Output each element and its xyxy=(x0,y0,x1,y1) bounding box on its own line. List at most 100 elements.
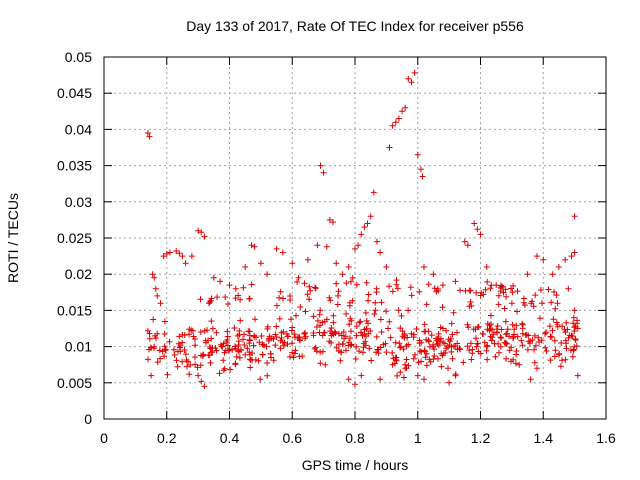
data-point xyxy=(343,347,349,354)
data-point xyxy=(208,335,215,342)
data-point xyxy=(199,353,206,359)
data-point xyxy=(209,325,216,332)
data-point xyxy=(474,226,481,233)
data-point xyxy=(503,293,510,300)
data-point xyxy=(264,372,271,379)
data-point xyxy=(418,339,425,346)
data-point xyxy=(461,238,468,245)
data-point xyxy=(222,294,229,301)
data-point xyxy=(208,349,215,356)
data-point xyxy=(554,321,561,328)
data-point xyxy=(148,372,155,379)
data-point xyxy=(532,342,539,349)
data-point xyxy=(295,274,302,281)
data-point xyxy=(352,381,358,388)
data-point xyxy=(321,329,327,336)
y-tick-label: 0.02 xyxy=(65,266,92,282)
data-point xyxy=(347,335,353,342)
data-point xyxy=(518,337,525,344)
data-point xyxy=(277,345,284,352)
data-point xyxy=(272,342,279,349)
data-point xyxy=(214,294,221,301)
x-tick-label: 0 xyxy=(100,430,108,446)
data-point xyxy=(240,336,246,343)
data-point xyxy=(421,347,428,354)
data-point xyxy=(145,356,151,363)
data-point xyxy=(479,330,486,337)
data-point xyxy=(234,332,241,339)
data-point xyxy=(521,302,528,309)
data-point xyxy=(151,274,158,281)
data-point xyxy=(311,345,318,352)
data-point xyxy=(207,359,214,366)
data-point xyxy=(363,279,370,286)
data-point xyxy=(231,325,238,331)
data-point xyxy=(326,338,333,345)
data-point xyxy=(326,216,333,223)
data-point xyxy=(340,329,347,335)
data-point xyxy=(310,313,317,320)
data-point xyxy=(146,330,153,337)
data-point xyxy=(251,243,258,250)
data-point xyxy=(393,354,400,361)
data-point xyxy=(421,264,427,270)
data-point xyxy=(210,274,217,281)
data-point xyxy=(394,285,401,292)
data-point xyxy=(192,354,198,361)
data-point xyxy=(348,328,354,335)
data-point xyxy=(511,326,518,333)
data-point xyxy=(229,346,236,353)
axis-ticks xyxy=(103,56,607,420)
data-point xyxy=(144,130,151,136)
data-point xyxy=(242,351,249,358)
data-point xyxy=(414,151,421,158)
data-point xyxy=(246,349,253,356)
data-point xyxy=(296,353,303,360)
data-point xyxy=(189,327,196,334)
data-point xyxy=(279,249,286,256)
data-point xyxy=(396,340,403,347)
data-point xyxy=(413,326,420,332)
data-point xyxy=(419,173,426,180)
data-point xyxy=(365,320,371,327)
data-point xyxy=(421,321,428,328)
data-point xyxy=(473,335,479,342)
data-point xyxy=(400,374,407,381)
data-point xyxy=(359,332,366,339)
data-point xyxy=(152,285,159,292)
x-tick-label: 0.2 xyxy=(157,430,177,446)
data-point xyxy=(166,249,173,256)
data-point xyxy=(373,333,380,340)
data-point xyxy=(154,359,161,366)
data-point xyxy=(235,338,242,345)
data-point xyxy=(290,354,297,361)
data-point xyxy=(562,256,569,263)
data-point xyxy=(531,359,538,366)
data-point xyxy=(206,344,213,350)
data-point xyxy=(175,340,182,347)
data-point xyxy=(294,279,301,285)
data-point xyxy=(433,288,440,295)
data-point xyxy=(356,348,363,355)
data-point xyxy=(161,318,168,325)
data-point xyxy=(217,278,224,285)
data-point xyxy=(272,331,279,338)
data-point xyxy=(173,357,180,364)
data-point xyxy=(362,309,369,316)
data-point xyxy=(297,337,303,344)
data-point xyxy=(482,286,489,293)
data-point xyxy=(536,339,543,345)
data-point xyxy=(551,353,558,360)
data-point xyxy=(504,330,510,337)
data-point xyxy=(232,360,239,367)
data-point xyxy=(464,343,471,350)
data-point xyxy=(302,335,308,342)
data-point xyxy=(508,300,515,307)
data-point xyxy=(185,358,191,365)
data-point xyxy=(393,277,400,284)
data-point xyxy=(224,342,231,349)
data-point xyxy=(361,224,368,231)
data-point xyxy=(332,330,339,336)
data-point xyxy=(525,338,532,345)
y-tick-label: 0.015 xyxy=(57,302,92,318)
